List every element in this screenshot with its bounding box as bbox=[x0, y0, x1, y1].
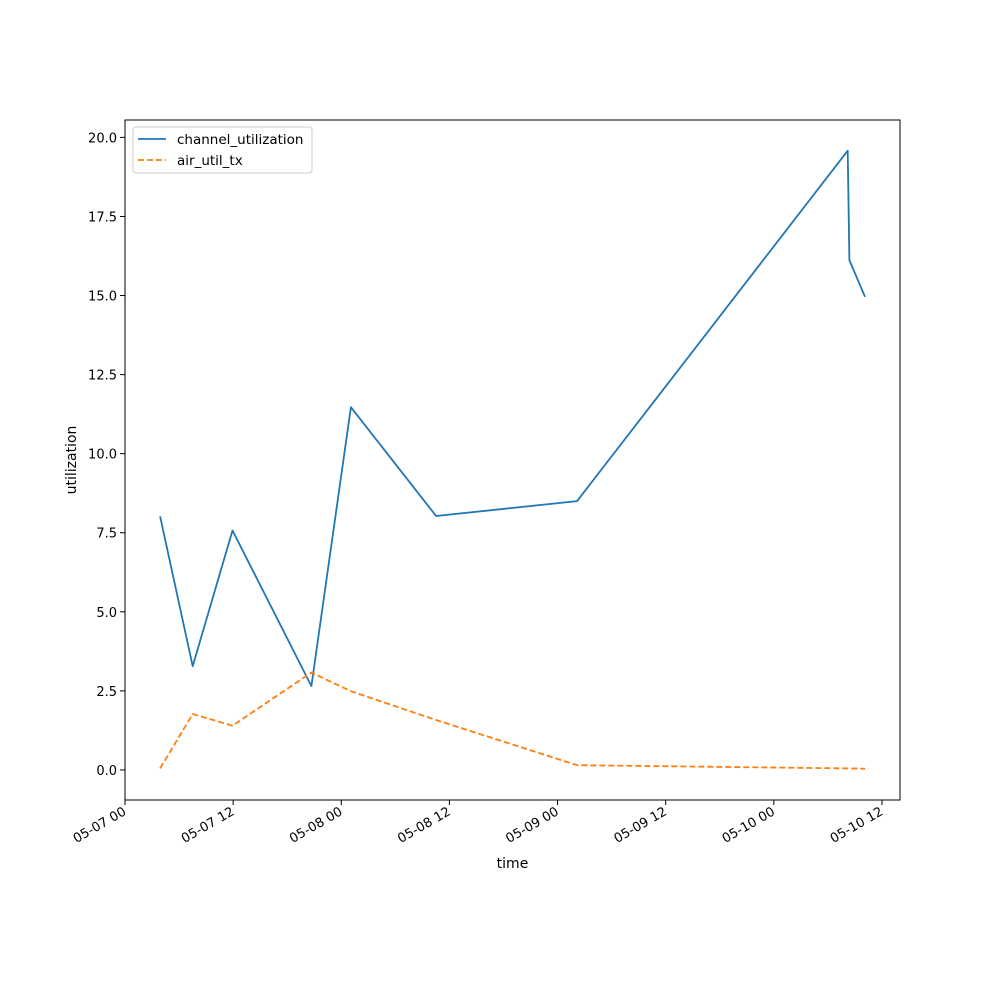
y-tick-label: 12.5 bbox=[88, 369, 117, 384]
plot-frame bbox=[124, 119, 901, 801]
y-tick-label: 2.5 bbox=[96, 685, 117, 700]
series-line-air_util_tx bbox=[159, 671, 866, 770]
series-line-channel_utilization bbox=[159, 149, 866, 687]
y-tick-label: 7.5 bbox=[96, 527, 117, 542]
series-layer bbox=[159, 149, 866, 770]
y-tick-label: 17.5 bbox=[88, 210, 117, 225]
y-tick-label: 15.0 bbox=[88, 290, 117, 305]
y-tick-label: 10.0 bbox=[88, 448, 117, 463]
legend-label-air_util_tx: air_util_tx bbox=[177, 153, 243, 169]
y-tick-label: 0.0 bbox=[96, 764, 117, 779]
legend: channel_utilization air_util_tx bbox=[132, 126, 313, 174]
y-axis-label: utilization bbox=[64, 426, 80, 495]
x-axis-label: time bbox=[497, 856, 529, 872]
y-axis: 0.0 2.5 5.0 7.5 10.0 12.5 15.0 17.5 20.0 bbox=[88, 131, 125, 779]
legend-label-channel_utilization: channel_utilization bbox=[177, 132, 304, 148]
legend-box bbox=[132, 126, 313, 174]
y-tick-label: 20.0 bbox=[88, 131, 117, 146]
y-tick-label: 5.0 bbox=[96, 606, 117, 621]
